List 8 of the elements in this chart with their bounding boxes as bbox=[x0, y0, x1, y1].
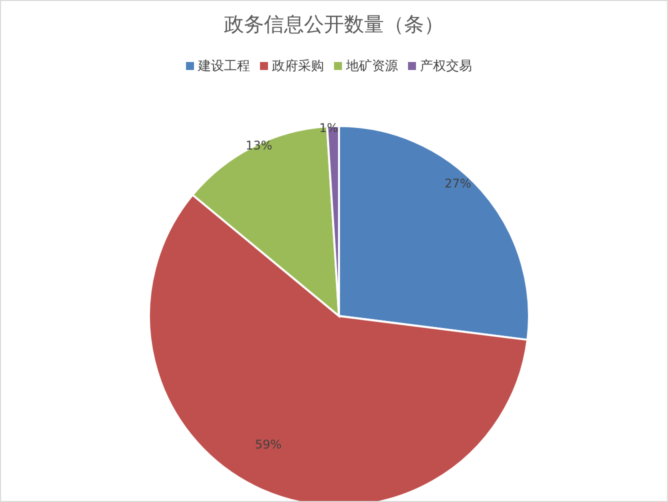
data-label: 1% bbox=[319, 120, 338, 135]
legend-label: 建设工程 bbox=[198, 59, 250, 74]
legend-label: 政府采购 bbox=[272, 59, 324, 74]
data-label: 27% bbox=[444, 176, 472, 191]
data-label: 59% bbox=[255, 438, 282, 452]
chart-title: 政务信息公开数量（条） bbox=[223, 11, 445, 38]
legend-label: 地矿资源 bbox=[346, 59, 398, 74]
legend-label: 产权交易 bbox=[420, 59, 472, 74]
